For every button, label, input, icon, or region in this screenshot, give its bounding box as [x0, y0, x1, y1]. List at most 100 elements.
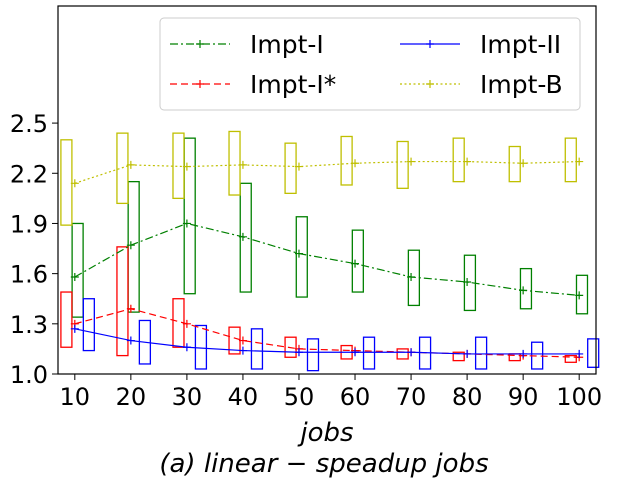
- x-tick-label-2: 30: [172, 383, 203, 411]
- x-tick-label-9: 100: [556, 383, 602, 411]
- range-box-impt-b-2: [172, 132, 185, 200]
- x-axis-ticks: 10 20 30 40 50 60 70 80 90 100: [60, 374, 602, 411]
- series-line-impt-b: [74, 160, 580, 184]
- x-tick-label-7: 80: [452, 383, 483, 411]
- x-tick-label-6: 70: [396, 383, 427, 411]
- series-line-impt-i-star: [74, 308, 580, 358]
- range-box-impt-i-star-4: [284, 336, 297, 358]
- y-tick-label-4: 2.2: [10, 160, 48, 188]
- range-box-impt-b-8: [508, 145, 521, 183]
- data-point-impt-i-7: [463, 278, 472, 286]
- range-box-impt-b-7: [452, 137, 465, 183]
- data-point-impt-ii-4: [294, 348, 303, 357]
- x-tick-label-0: 10: [60, 383, 91, 411]
- x-tick-label-5: 60: [340, 383, 371, 411]
- range-box-impt-i-8: [519, 267, 533, 310]
- x-tick-label-8: 90: [508, 383, 539, 411]
- x-tick-label-4: 50: [284, 383, 315, 411]
- x-axis-label: jobs: [297, 418, 353, 448]
- data-point-impt-i-5: [351, 259, 360, 268]
- range-box-impt-ii-1: [138, 319, 152, 365]
- range-box-impt-b-3: [228, 130, 241, 196]
- range-box-impt-ii-3: [250, 328, 264, 370]
- range-box-impt-i-4: [295, 216, 308, 298]
- legend-marker-impt-i-star: [196, 80, 204, 88]
- data-point-impt-i-1: [126, 241, 135, 250]
- range-box-impt-ii-7: [474, 336, 488, 370]
- data-point-impt-ii-8: [519, 349, 528, 358]
- data-point-impt-ii-3: [238, 346, 247, 355]
- data-point-impt-i-9: [575, 291, 584, 300]
- data-point-impt-ii-7: [463, 349, 472, 358]
- y-axis-ticks: 1.0 1.3 1.6 1.9 2.2 2.5: [10, 110, 58, 389]
- data-point-impt-b-4: [294, 162, 303, 171]
- range-box-impt-b-5: [340, 135, 353, 186]
- range-box-impt-b-0: [60, 139, 73, 226]
- range-box-impt-i-2: [183, 137, 196, 295]
- range-box-impt-i-star-6: [396, 348, 409, 360]
- y-tick-label-0: 1.0: [10, 361, 48, 389]
- data-point-impt-ii-2: [182, 343, 191, 352]
- y-tick-label-5: 2.5: [10, 110, 48, 138]
- range-box-impt-ii-0: [82, 298, 95, 352]
- data-point-impt-i-3: [238, 232, 247, 241]
- range-box-impt-ii-5: [362, 336, 376, 370]
- x-tick-label-3: 40: [228, 383, 259, 411]
- range-box-impt-i-3: [239, 182, 252, 293]
- legend-box: [159, 17, 581, 111]
- series-markers: [70, 157, 584, 362]
- data-point-impt-ii-9: [575, 349, 584, 358]
- range-box-impt-i-star-7: [452, 351, 465, 362]
- data-point-impt-ii-0: [70, 324, 79, 333]
- legend-label-impt-ii: Impt-II: [480, 30, 561, 59]
- range-box-impt-ii-4: [306, 338, 320, 372]
- range-box-impt-i-5: [351, 229, 364, 293]
- data-point-impt-ii-1: [126, 336, 135, 345]
- data-point-impt-i-2: [182, 219, 191, 228]
- range-box-impt-ii-2: [194, 324, 208, 370]
- data-point-impt-i-0: [70, 272, 79, 281]
- y-tick-label-2: 1.6: [10, 261, 48, 289]
- range-box-impt-b-4: [284, 142, 297, 194]
- data-point-impt-ii-5: [351, 348, 360, 357]
- data-point-impt-b-0: [70, 179, 79, 188]
- legend: Impt-I Impt-I* Impt-II Impt-B: [159, 17, 581, 111]
- range-box-impt-b-9: [564, 137, 577, 183]
- data-point-impt-b-1: [126, 160, 135, 169]
- range-box-impt-b-1: [116, 132, 129, 205]
- range-box-impt-i-0: [71, 222, 84, 318]
- legend-marker-impt-i: [196, 40, 204, 48]
- legend-label-impt-i: Impt-I: [250, 30, 324, 59]
- data-point-impt-b-2: [182, 162, 191, 171]
- data-point-impt-b-9: [575, 157, 584, 166]
- range-box-impt-i-star-1: [116, 246, 129, 357]
- range-box-impt-i-star-0: [60, 291, 73, 348]
- data-point-impt-b-3: [238, 160, 247, 169]
- series-line-impt-i: [74, 222, 580, 296]
- data-point-impt-i-8: [519, 286, 528, 295]
- range-box-impt-ii-9: [587, 338, 600, 368]
- range-box-impt-b-6: [396, 140, 409, 189]
- legend-label-impt-i-star: Impt-I*: [250, 70, 336, 99]
- data-point-impt-i-4: [294, 249, 303, 258]
- legend-marker-impt-ii: [426, 40, 434, 48]
- chart-caption: (a) linear − speadup jobs: [159, 449, 488, 479]
- range-boxes: [60, 130, 600, 372]
- series-lines: [74, 160, 580, 358]
- legend-label-impt-b: Impt-B: [480, 70, 563, 99]
- range-box-impt-i-star-9: [564, 354, 577, 363]
- data-point-impt-b-8: [519, 159, 528, 168]
- data-point-impt-i-star-2: [182, 319, 191, 328]
- data-point-impt-b-7: [463, 157, 472, 166]
- range-box-impt-i-1: [127, 180, 140, 313]
- legend-marker-impt-b: [426, 80, 434, 88]
- plot-frame: [57, 5, 597, 375]
- data-point-impt-i-star-3: [238, 336, 247, 345]
- data-point-impt-b-6: [407, 157, 416, 166]
- series-line-impt-ii: [74, 328, 580, 355]
- range-box-impt-i-9: [575, 274, 589, 315]
- data-point-impt-i-star-1: [126, 304, 135, 313]
- data-point-impt-i-6: [407, 272, 416, 281]
- x-tick-label-1: 20: [116, 383, 147, 411]
